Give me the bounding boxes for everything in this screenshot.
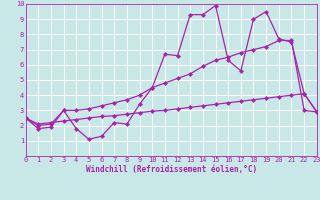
X-axis label: Windchill (Refroidissement éolien,°C): Windchill (Refroidissement éolien,°C) (86, 165, 257, 174)
